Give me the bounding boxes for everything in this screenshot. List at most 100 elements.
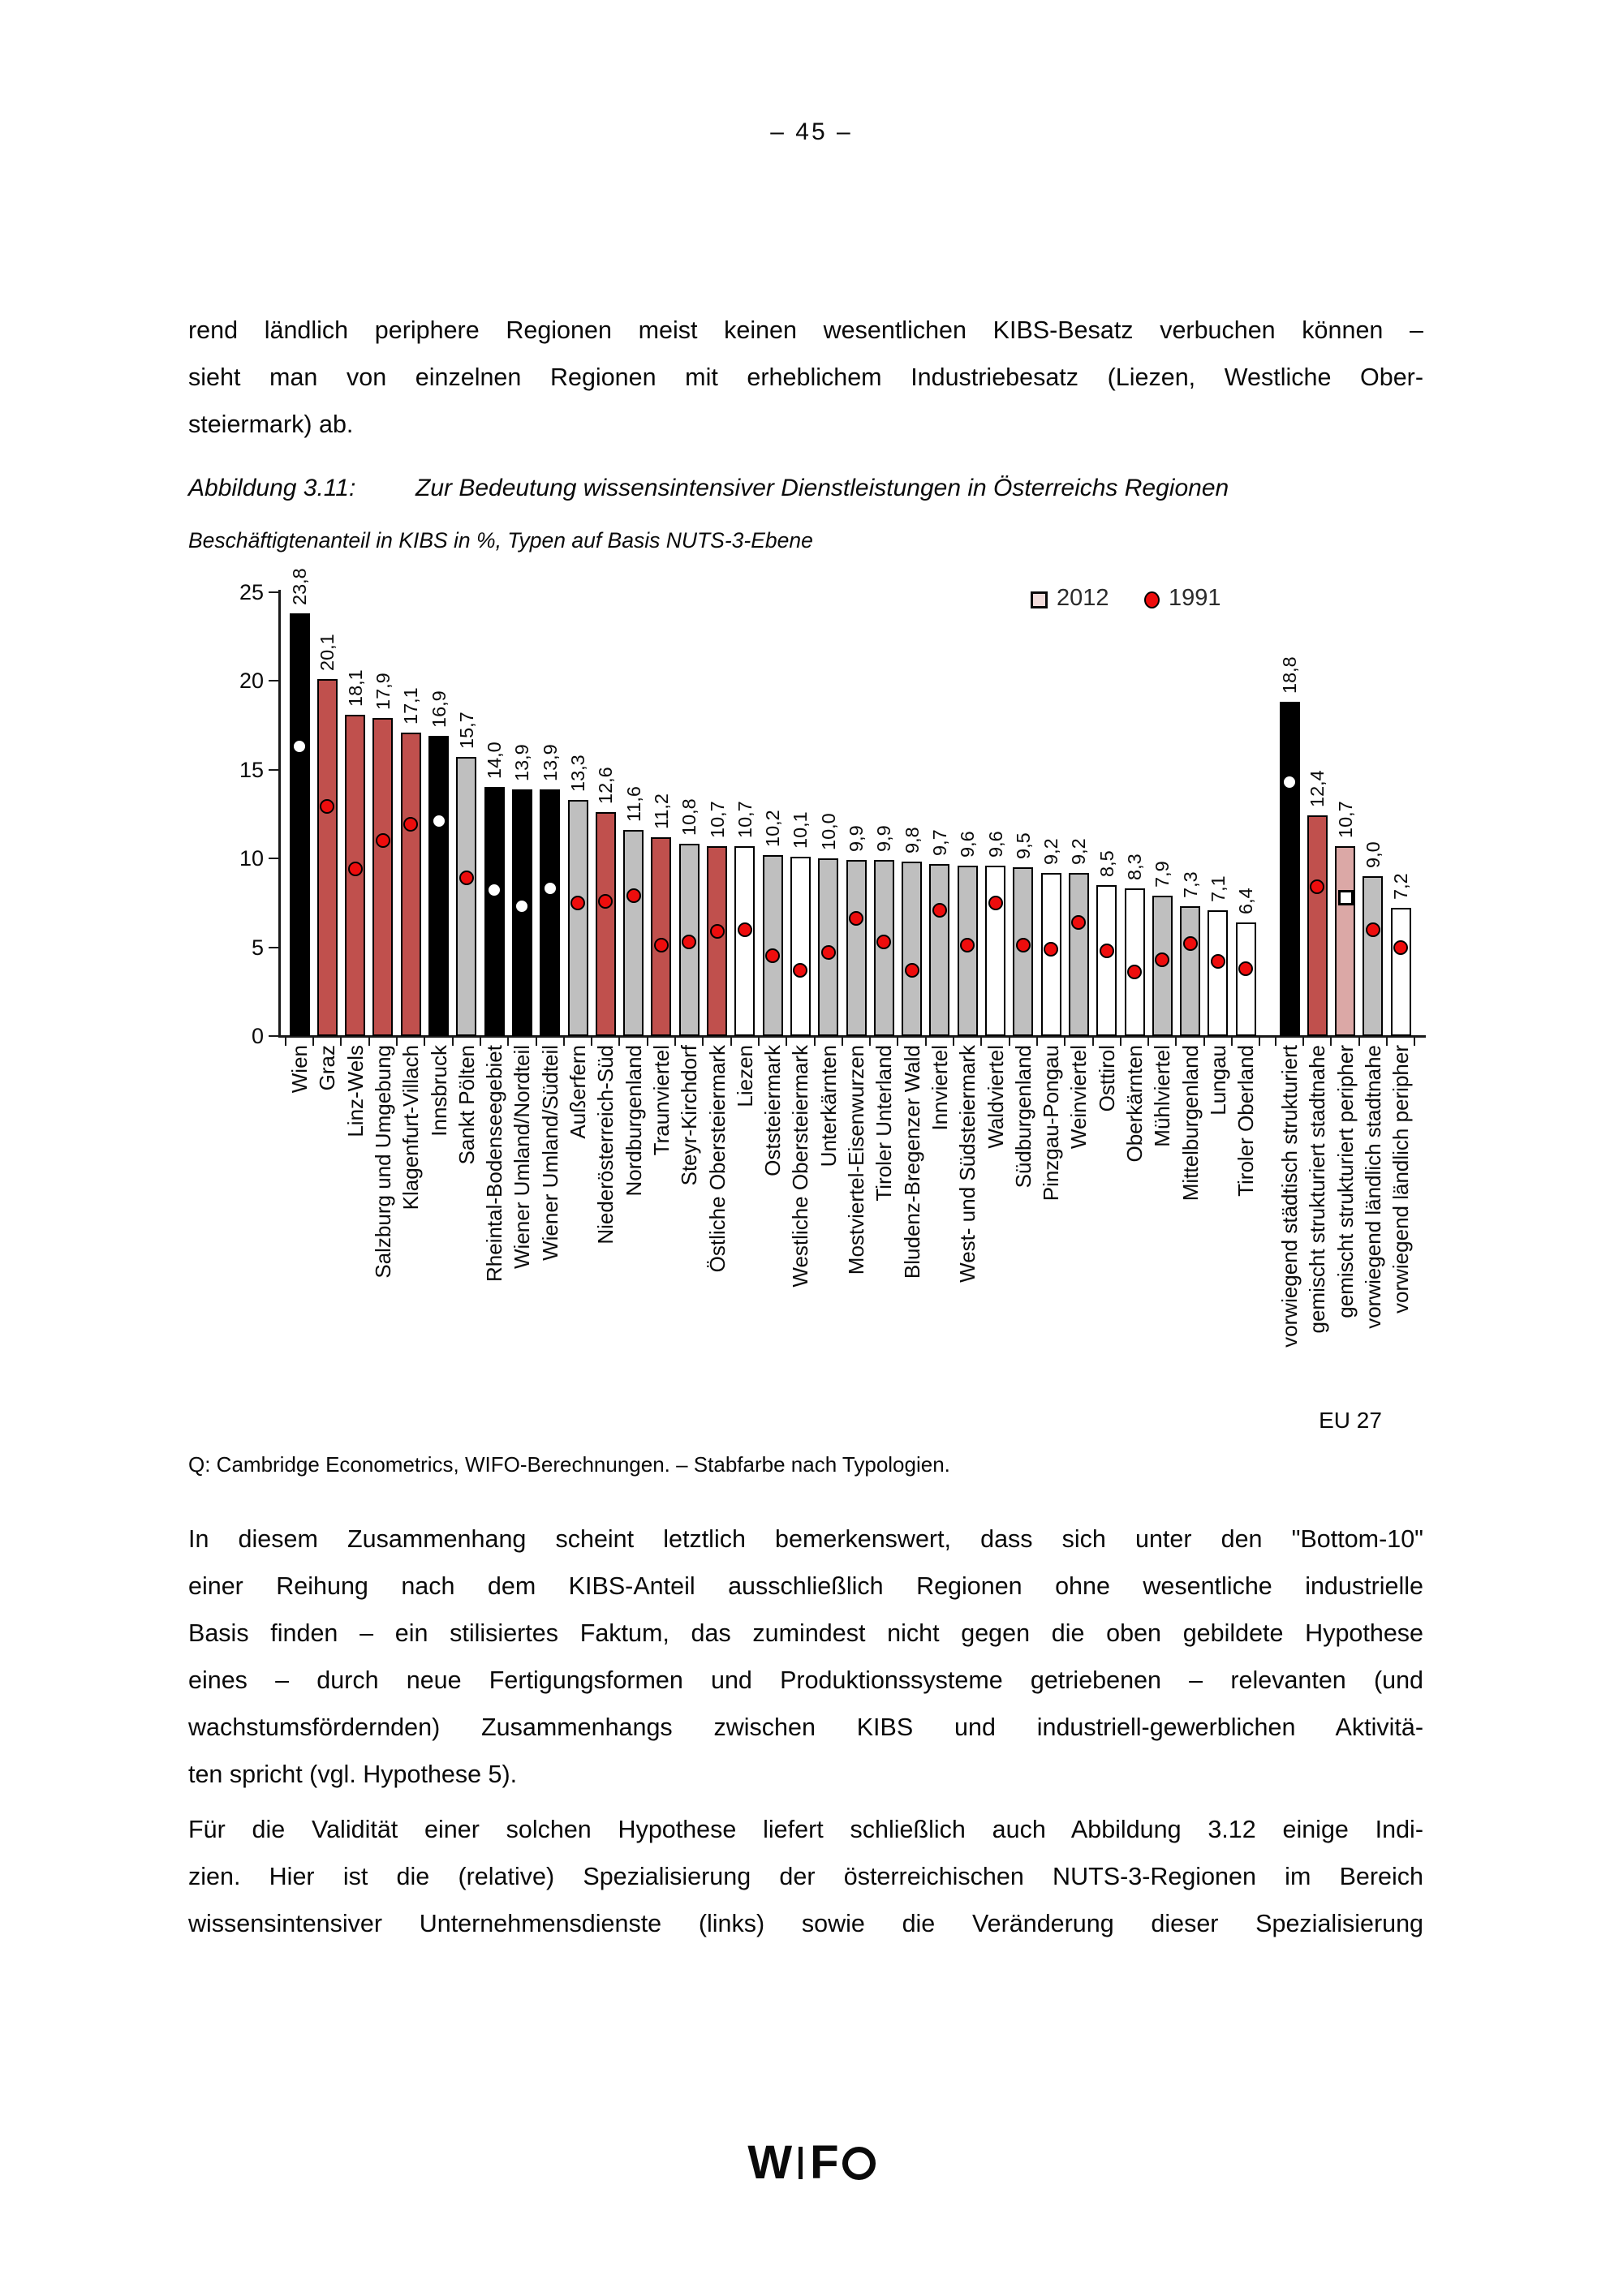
bar-value-label: 13,3 <box>567 754 588 792</box>
marker-dot-1991 <box>1155 952 1170 967</box>
text-line: einer Reihung nach dem KIBS-Anteil aussc… <box>188 1572 1423 1600</box>
text-line: Basis finden – ein stilisiertes Faktum, … <box>188 1619 1423 1647</box>
x-axis-label: Wien <box>287 1045 312 1094</box>
x-axis-label: Unterkärnten <box>816 1045 841 1167</box>
x-axis-label: Linz-Wels <box>342 1045 368 1137</box>
x-axis-label: gemischt strukturiert stadtnahe <box>1305 1045 1330 1334</box>
x-axis-label: Innviertel <box>927 1045 952 1131</box>
wifo-logo-circle-icon <box>842 2146 876 2180</box>
bar-value-label: 10,1 <box>790 811 812 849</box>
x-axis-tick <box>702 1038 704 1046</box>
chart-bar <box>762 854 783 1036</box>
marker-dot-1991 <box>375 833 390 849</box>
marker-dot-1991 <box>1282 774 1297 789</box>
x-axis-tick <box>1330 1038 1332 1046</box>
bar-value-label: 17,1 <box>400 686 422 724</box>
bar-value-label: 7,9 <box>1152 861 1173 888</box>
x-axis-label: Nordburgenland <box>621 1045 646 1197</box>
bar-value-label: 6,4 <box>1235 888 1257 914</box>
chart-bar <box>734 845 756 1036</box>
x-axis-label: Mittelburgenland <box>1177 1045 1203 1202</box>
x-axis-tick <box>980 1038 983 1046</box>
bar-value-label: 14,0 <box>484 742 506 780</box>
text-line: wachstumsfördernden) Zusammenhangs zwisc… <box>188 1713 1423 1741</box>
source-line: Q: Cambridge Econometrics, WIFO-Berechnu… <box>188 1452 950 1477</box>
x-axis-label: Wiener Umland/Nordteil <box>510 1045 535 1269</box>
x-axis-label: vorwiegend städtisch strukturiert <box>1277 1045 1302 1348</box>
marker-dot-1991 <box>988 895 1003 910</box>
x-axis-tick <box>674 1038 677 1046</box>
marker-dot-1991 <box>1044 941 1059 957</box>
text-line: ten spricht (vgl. Hypothese 5). <box>188 1761 518 1788</box>
x-axis-label: Tiroler Oberland <box>1233 1045 1259 1197</box>
marker-dot-1991 <box>598 893 613 909</box>
x-axis-label: gemischt strukturiert peripher <box>1332 1045 1358 1318</box>
bar-value-label: 18,8 <box>1279 656 1300 694</box>
x-axis-tick <box>1203 1038 1205 1046</box>
figure-caption: Abbildung 3.11: Zur Bedeutung wissensinte… <box>188 475 1229 502</box>
bar-value-label: 8,5 <box>1096 850 1117 877</box>
bar-value-label: 12,4 <box>1307 770 1328 808</box>
bar-value-label: 13,9 <box>539 743 561 781</box>
marker-dot-1991 <box>737 922 752 937</box>
marker-dot-1991 <box>347 862 363 877</box>
legend-1991-dot-icon <box>1144 591 1160 608</box>
x-axis-tick <box>591 1038 593 1046</box>
x-axis-tick <box>1231 1038 1233 1046</box>
x-axis-tick <box>786 1038 788 1046</box>
marker-dot-1991 <box>1310 879 1325 895</box>
x-axis-label: vorwiegend ländlich peripher <box>1388 1045 1414 1314</box>
x-axis-label: Osttirol <box>1094 1045 1119 1112</box>
chart-bar <box>1180 906 1201 1036</box>
x-axis-label: Steyr-Kirchdorf <box>677 1045 702 1186</box>
y-axis-tick <box>269 768 278 771</box>
bar-value-label: 9,8 <box>901 827 923 854</box>
bar-value-label: 16,9 <box>428 690 450 728</box>
marker-dot-1991 <box>570 895 585 910</box>
marker-dot-1991 <box>682 934 697 949</box>
bar-value-label: 9,7 <box>928 828 950 856</box>
y-axis-tick-label: 15 <box>239 757 264 782</box>
chart-bar <box>1335 845 1356 1036</box>
bar-value-label: 11,6 <box>622 785 644 822</box>
wifo-logo-letter-f: F <box>810 2136 838 2189</box>
marker-dot-1991 <box>487 883 502 898</box>
y-axis-tick-label: 25 <box>239 579 264 604</box>
bar-value-label: 11,2 <box>650 793 672 829</box>
x-axis-label: Klagenfurt-Villach <box>398 1045 424 1210</box>
x-axis-label: Wiener Umland/Südteil <box>537 1045 562 1261</box>
chart-bar <box>428 735 449 1036</box>
y-axis-tick <box>269 1035 278 1037</box>
marker-dot-1991 <box>849 911 863 927</box>
marker-dot-1991 <box>1015 938 1031 953</box>
x-axis-label: Oststeiermark <box>760 1045 786 1176</box>
x-axis-tick <box>618 1038 621 1046</box>
bar-value-label: 12,6 <box>595 767 617 805</box>
marker-dot-1991 <box>1127 965 1142 980</box>
x-axis-label: Oberkärnten <box>1122 1045 1147 1163</box>
marker-dot-1991 <box>320 799 335 815</box>
chart-bar <box>289 613 310 1036</box>
x-axis-tick <box>813 1038 816 1046</box>
chart-bar <box>400 732 421 1036</box>
x-axis-tick <box>562 1038 565 1046</box>
bar-value-label: 10,7 <box>706 800 728 838</box>
x-axis-tick <box>1386 1038 1388 1046</box>
marker-dot-1991 <box>932 902 947 918</box>
chart-bar <box>1363 875 1384 1036</box>
x-axis-label: Pinzgau-Pongau <box>1039 1045 1064 1202</box>
bar-value-label: 9,6 <box>957 831 979 858</box>
bar-value-label: 9,9 <box>846 825 867 853</box>
x-axis-tick <box>924 1038 927 1046</box>
legend-1991-label: 1991 <box>1169 585 1221 611</box>
marker-dot-1991 <box>514 899 530 914</box>
x-axis-tick <box>897 1038 899 1046</box>
marker-dot-1991 <box>820 945 836 961</box>
marker-dot-1991 <box>1210 954 1225 970</box>
marker-dot-1991 <box>1238 961 1254 976</box>
x-axis-tick <box>1414 1038 1416 1046</box>
marker-dot-1991 <box>960 938 975 953</box>
x-axis-label: Salzburg und Umgebung <box>370 1045 395 1279</box>
marker-dot-1991 <box>1099 943 1114 958</box>
x-axis-label: Außerfern <box>566 1045 590 1139</box>
